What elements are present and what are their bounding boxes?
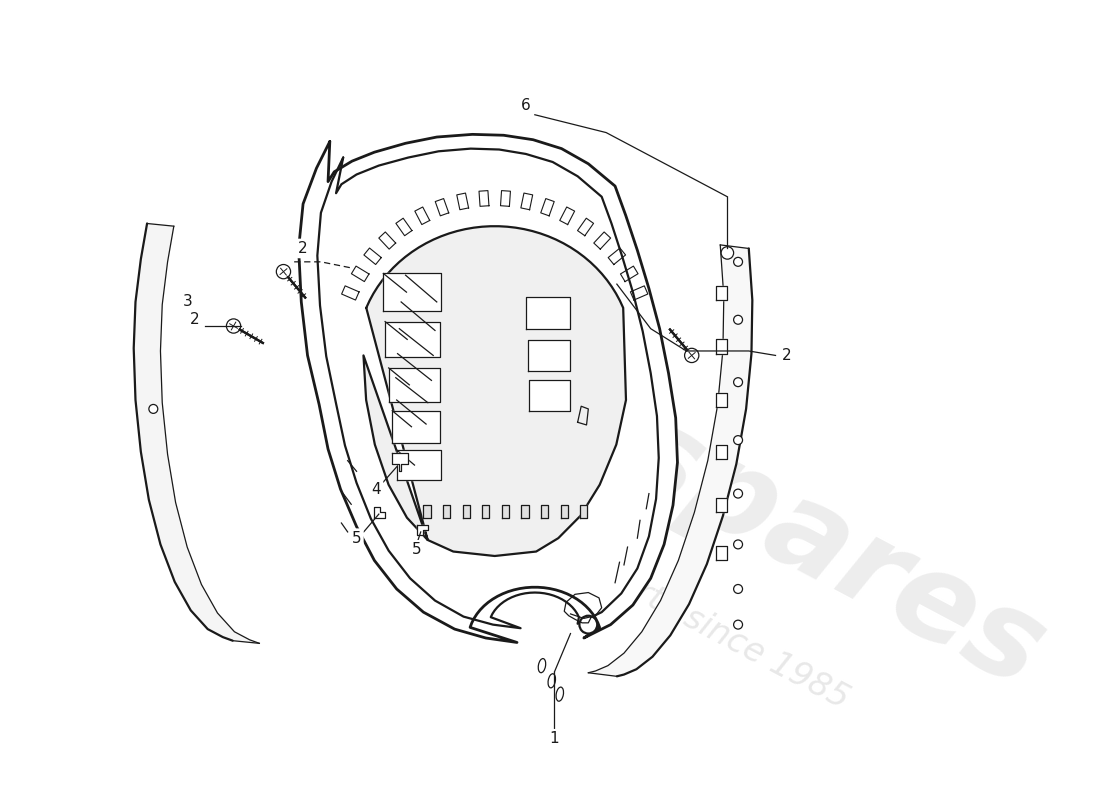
Polygon shape — [134, 223, 260, 643]
Text: 1: 1 — [550, 731, 559, 746]
Text: 5: 5 — [411, 542, 421, 558]
Polygon shape — [528, 340, 571, 371]
Circle shape — [684, 348, 699, 362]
Text: eurospares: eurospares — [327, 247, 1064, 714]
Polygon shape — [561, 505, 568, 518]
Polygon shape — [374, 507, 385, 518]
Polygon shape — [716, 393, 727, 407]
Text: 4: 4 — [372, 482, 381, 497]
Polygon shape — [363, 226, 626, 556]
Text: 5: 5 — [352, 530, 362, 546]
Circle shape — [734, 436, 742, 445]
Polygon shape — [502, 505, 509, 518]
Text: 2: 2 — [298, 241, 308, 256]
Text: 6: 6 — [521, 98, 531, 114]
Polygon shape — [529, 380, 571, 410]
Circle shape — [734, 378, 742, 386]
Polygon shape — [526, 297, 571, 329]
Circle shape — [734, 489, 742, 498]
Polygon shape — [424, 505, 430, 518]
Polygon shape — [588, 245, 752, 676]
Circle shape — [734, 620, 742, 629]
Polygon shape — [716, 339, 727, 354]
Text: 3: 3 — [183, 294, 192, 310]
Polygon shape — [581, 505, 587, 518]
Polygon shape — [716, 286, 727, 300]
Polygon shape — [521, 505, 529, 518]
Circle shape — [580, 616, 597, 634]
Polygon shape — [397, 450, 441, 480]
Text: 2: 2 — [189, 312, 199, 327]
Circle shape — [734, 585, 742, 594]
Circle shape — [227, 319, 241, 333]
Polygon shape — [393, 410, 440, 442]
Circle shape — [734, 540, 742, 549]
Text: a passion for parts since 1985: a passion for parts since 1985 — [394, 450, 855, 716]
Circle shape — [734, 258, 742, 266]
Polygon shape — [588, 245, 752, 676]
Text: 2: 2 — [781, 348, 791, 363]
Polygon shape — [134, 223, 260, 643]
Polygon shape — [443, 505, 450, 518]
Polygon shape — [393, 454, 408, 471]
Polygon shape — [482, 505, 490, 518]
Polygon shape — [716, 445, 727, 459]
Circle shape — [734, 315, 742, 324]
Polygon shape — [417, 525, 428, 535]
Circle shape — [722, 246, 734, 259]
Polygon shape — [298, 134, 678, 642]
Circle shape — [276, 265, 290, 278]
Polygon shape — [716, 546, 727, 561]
Polygon shape — [716, 498, 727, 512]
Polygon shape — [383, 274, 441, 311]
Circle shape — [148, 405, 157, 414]
Polygon shape — [463, 505, 470, 518]
Polygon shape — [388, 368, 440, 402]
Polygon shape — [385, 322, 440, 358]
Polygon shape — [541, 505, 548, 518]
